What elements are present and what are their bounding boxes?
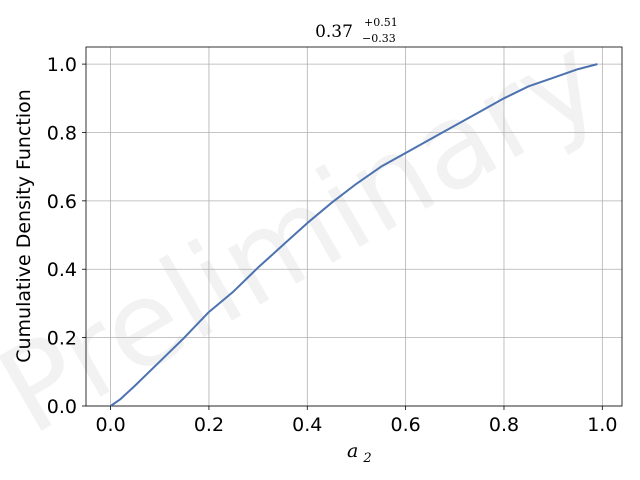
title-upper-error: +0.51 — [364, 16, 398, 29]
title-value: 0.37 — [315, 22, 353, 42]
y-tick-label-2: 0.4 — [47, 259, 77, 281]
plot-frame — [85, 46, 623, 407]
series-group — [110, 63, 598, 407]
y-axis-label: Cumulative Density Function — [13, 89, 35, 363]
x-tick-label-5: 1.0 — [587, 414, 617, 436]
y-tick-label-3: 0.6 — [47, 191, 77, 213]
y-tick-label-5: 1.0 — [47, 54, 77, 76]
x-tick-label-3: 0.6 — [391, 414, 421, 436]
x-tick-label-2: 0.4 — [292, 414, 322, 436]
chart-title: 0.37 — [315, 22, 353, 42]
x-tick-label-4: 0.8 — [489, 414, 519, 436]
y-tick-label-1: 0.2 — [47, 328, 77, 350]
x-label-subscript: 2 — [362, 451, 371, 466]
cdf-line-0 — [110, 63, 598, 407]
x-tick-label-0: 0.0 — [95, 414, 125, 436]
x-tick-labels: 0.0 0.2 0.4 0.6 0.8 1.0 — [95, 406, 617, 436]
y-tick-label-0: 0.0 — [47, 396, 77, 418]
x-axis-label: a 2 — [347, 440, 372, 466]
x-label-base: a — [347, 440, 358, 462]
x-tick-label-1: 0.2 — [194, 414, 224, 436]
y-tick-labels: 0.0 0.2 0.4 0.6 0.8 1.0 — [47, 54, 86, 418]
y-tick-label-4: 0.8 — [47, 122, 77, 144]
watermark: Preliminary — [0, 8, 623, 461]
title-lower-error: −0.33 — [362, 32, 396, 45]
